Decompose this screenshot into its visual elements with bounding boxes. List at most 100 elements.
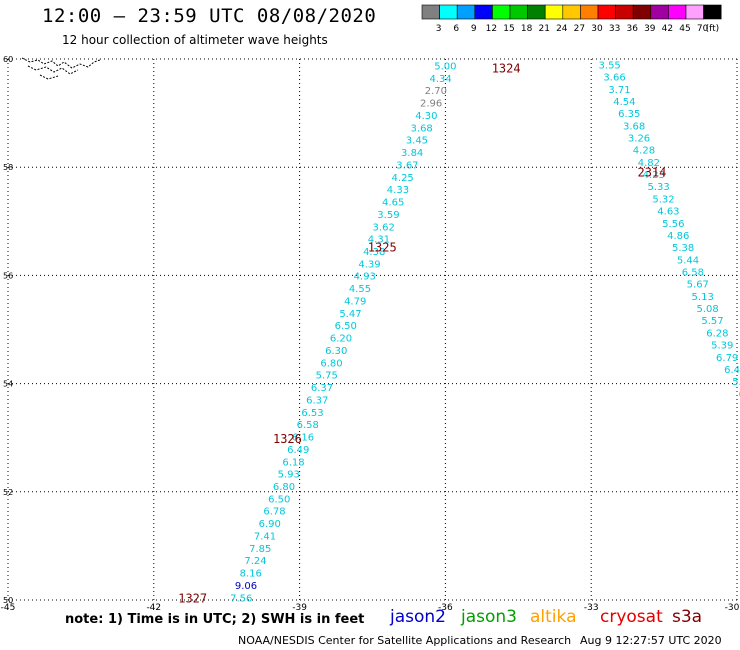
satellite-jason2: jason2 bbox=[390, 607, 446, 627]
legend-tick-label: 39 bbox=[644, 24, 656, 34]
track-b-wave-height: 3.55 bbox=[599, 60, 621, 71]
page-subtitle: 12 hour collection of altimeter wave hei… bbox=[62, 33, 328, 47]
satellite-jason3: jason3 bbox=[461, 607, 517, 627]
track-b-wave-height: 6.28 bbox=[706, 328, 728, 339]
track-a-wave-height: 7.41 bbox=[254, 531, 276, 542]
track-a-wave-height: 6.58 bbox=[297, 420, 319, 431]
track-b-wave-height: 4.86 bbox=[667, 231, 689, 242]
track-a-wave-height: 5.47 bbox=[339, 309, 361, 320]
track-a-wave-height: 6.37 bbox=[306, 395, 328, 406]
legend-unit: (ft) bbox=[706, 24, 720, 34]
legend-tick-label: 36 bbox=[626, 24, 638, 34]
legend-tick-label: 27 bbox=[574, 24, 585, 34]
lon-tick-label: -39 bbox=[292, 603, 307, 613]
legend-swatch bbox=[668, 4, 687, 20]
lon-tick-label: -42 bbox=[146, 603, 161, 613]
track-b-wave-height: 3.68 bbox=[623, 121, 645, 132]
pass-time-label: 1326 bbox=[273, 432, 302, 446]
track-b-wave-height: 5. bbox=[732, 377, 740, 388]
page-title: 12:00 – 23:59 UTC 08/08/2020 bbox=[42, 5, 377, 27]
legend-tick-label: 70 bbox=[697, 24, 709, 34]
legend-tick-label: 9 bbox=[471, 24, 477, 34]
credit-line: NOAA/NESDIS Center for Satellite Applica… bbox=[238, 634, 572, 647]
track-a-wave-height: 6.50 bbox=[335, 321, 357, 332]
coastline-fragment bbox=[21, 57, 101, 80]
track-a-wave-height: 6.18 bbox=[282, 457, 304, 468]
track-a-wave-height: 6.80 bbox=[320, 358, 342, 369]
track-a-wave-height: 3.59 bbox=[377, 210, 399, 221]
track-b-wave-height: 6.4 bbox=[724, 365, 740, 376]
legend-tick-label: 18 bbox=[521, 24, 533, 34]
track-a-wave-height: 3.62 bbox=[373, 222, 395, 233]
track-a-wave-height: 4.39 bbox=[358, 259, 380, 270]
satellite-cryosat: cryosat bbox=[600, 607, 663, 627]
legend-swatch bbox=[597, 4, 616, 20]
legend-swatch bbox=[439, 4, 458, 20]
pass-time-label: 1325 bbox=[368, 240, 397, 254]
lon-tick-label: -33 bbox=[584, 603, 599, 613]
track-a-wave-height: 7.85 bbox=[249, 544, 271, 555]
legend-swatch bbox=[632, 4, 652, 20]
legend-tick-label: 33 bbox=[609, 24, 620, 34]
legend-swatch bbox=[456, 4, 476, 20]
track-a-wave-height: 4.31 bbox=[368, 235, 390, 246]
track-b-wave-height: 6.58 bbox=[682, 268, 704, 279]
legend-tick-label: 30 bbox=[591, 24, 603, 34]
track-b-wave-height: 4.82 bbox=[638, 158, 660, 169]
track-a-wave-height: 7.56 bbox=[230, 593, 252, 604]
track-a-wave-height: 4.55 bbox=[349, 284, 371, 295]
track-b-wave-height: 4.54 bbox=[613, 97, 635, 108]
legend-swatch bbox=[421, 4, 440, 20]
track-a-wave-height: 4.30 bbox=[415, 111, 437, 122]
track-a-wave-height: 5.75 bbox=[316, 371, 338, 382]
legend-swatch bbox=[544, 4, 564, 20]
satellite-tracks: 7.569.068.167.247.857.416.906.786.506.80… bbox=[230, 60, 740, 604]
lon-tick-label: -45 bbox=[1, 603, 16, 613]
track-b-wave-height: 3.66 bbox=[603, 73, 625, 84]
legend-swatch bbox=[580, 4, 599, 20]
track-b-wave-height: 5.32 bbox=[652, 194, 674, 205]
pass-time-label: 1327 bbox=[178, 591, 207, 605]
track-a-wave-height: 6.80 bbox=[273, 482, 295, 493]
legend-tick-label: 24 bbox=[556, 24, 568, 34]
track-a-wave-height: 6.30 bbox=[325, 346, 347, 357]
color-legend: 3 6 9 12 15 18 21 24 27 30 33 36 39 42 45 70(ft) bbox=[421, 4, 722, 34]
track-a-wave-height: 2.96 bbox=[420, 99, 442, 110]
track-b-wave-height: 4.28 bbox=[633, 146, 655, 157]
track-b-wave-height: 5.38 bbox=[672, 243, 694, 254]
lat-tick-label: 56 bbox=[3, 271, 13, 280]
legend-swatch bbox=[492, 4, 511, 20]
track-b-wave-height: 6 bbox=[739, 389, 740, 400]
track-a-wave-height: 8.16 bbox=[240, 569, 262, 580]
track-a-wave-height: 7.24 bbox=[244, 556, 266, 567]
track-b-wave-height: 5.33 bbox=[647, 182, 669, 193]
track-a-wave-height: 3.45 bbox=[406, 136, 428, 147]
track-a-wave-height: 5.00 bbox=[434, 61, 456, 72]
track-b-wave-height: 5.39 bbox=[711, 341, 733, 352]
legend-swatch bbox=[703, 4, 722, 20]
legend-swatch bbox=[527, 4, 546, 20]
pass-time-label: 2314 bbox=[637, 166, 666, 180]
track-b-wave-height: 3.26 bbox=[628, 134, 650, 145]
track-a-wave-height: 3.84 bbox=[401, 148, 423, 159]
track-b-wave-height: 4.23 bbox=[643, 170, 665, 181]
lon-tick-label: -36 bbox=[438, 603, 453, 613]
legend-tick-label: 21 bbox=[538, 24, 549, 34]
legend-tick-label: 45 bbox=[679, 24, 690, 34]
track-a-wave-height: 3.68 bbox=[411, 123, 433, 134]
lat-tick-label: 54 bbox=[3, 380, 13, 389]
track-a-wave-height: 4.38 bbox=[363, 247, 385, 258]
track-a-wave-height: 6.78 bbox=[263, 507, 285, 518]
satellite-altika: altika bbox=[530, 607, 577, 627]
track-a-wave-height: 4.34 bbox=[430, 74, 452, 85]
track-a-wave-height: 4.33 bbox=[387, 185, 409, 196]
legend-tick-label: 3 bbox=[436, 24, 442, 34]
legend-tick-label: 15 bbox=[503, 24, 514, 34]
track-a-wave-height: 6.37 bbox=[311, 383, 333, 394]
legend-swatch bbox=[509, 4, 528, 20]
map-grid: -45 -42 -39 -36 -33 -30 50 52 54 56 58 60 bbox=[1, 55, 740, 613]
track-b-wave-height: 5.08 bbox=[696, 304, 718, 315]
track-a-wave-height: 4.79 bbox=[344, 296, 366, 307]
track-a-wave-height: 5.93 bbox=[278, 470, 300, 481]
